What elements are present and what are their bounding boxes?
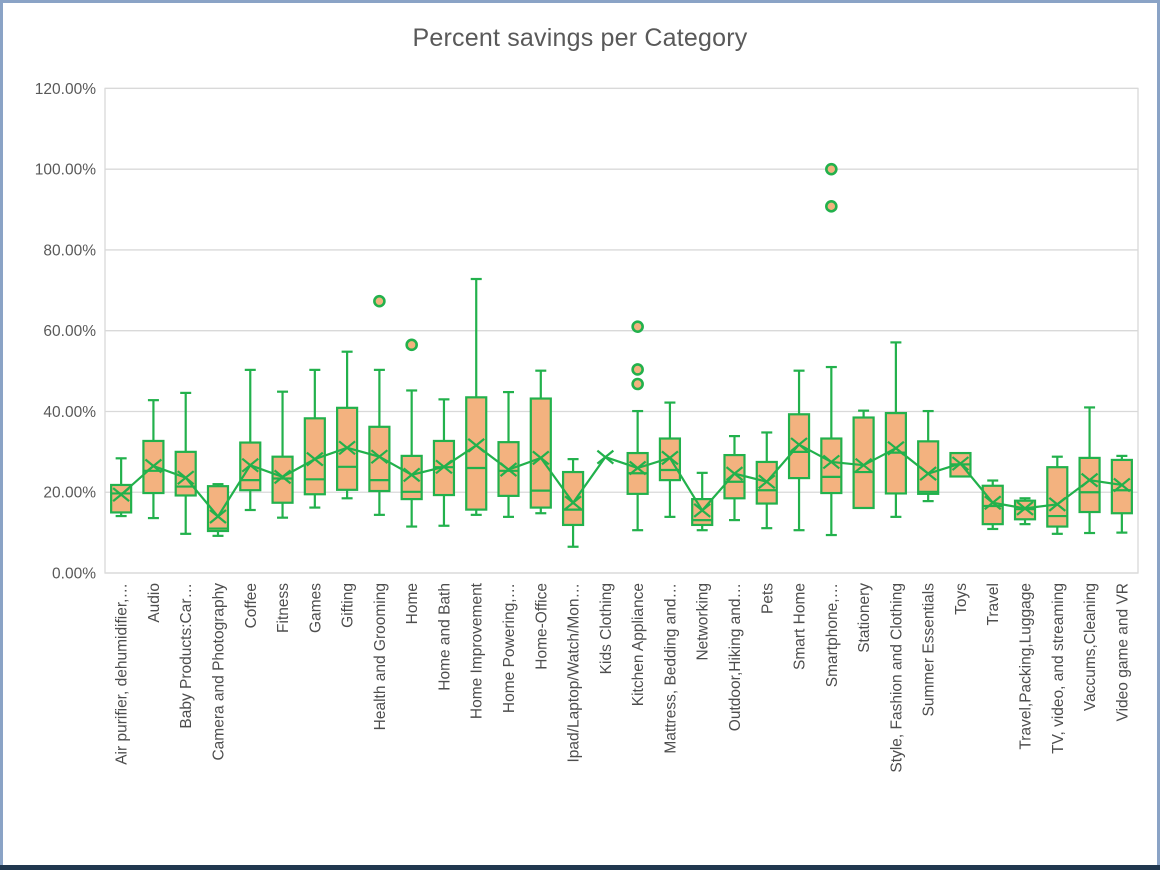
box	[271, 455, 294, 504]
x-axis-label: Outdoor,Hiking and…	[727, 583, 744, 731]
x-axis-label: Summer Essentials	[921, 583, 938, 717]
mean-x-marker	[1113, 477, 1131, 493]
box	[852, 416, 875, 510]
box	[400, 454, 423, 501]
x-axis-label: Toys	[953, 583, 970, 615]
box	[917, 440, 940, 495]
outlier-point	[373, 294, 386, 308]
x-axis-label: Health and Grooming	[372, 583, 389, 730]
mean-x-marker	[790, 437, 808, 452]
outlier-point	[631, 363, 644, 376]
mean-x-marker	[467, 438, 485, 453]
mean-x-marker	[984, 495, 1002, 511]
x-axis-label: Mattress, Bedding and…	[662, 583, 679, 754]
x-axis-label: Video game and VR	[1114, 583, 1131, 721]
mean-x-marker	[499, 462, 518, 477]
box	[820, 437, 843, 495]
mean-x-marker	[758, 474, 776, 490]
x-axis-label: Kitchen Appliance	[630, 583, 647, 706]
mean-x-marker	[306, 451, 324, 467]
x-axis-label: Coffee	[243, 583, 260, 628]
mean-x-marker	[241, 457, 259, 473]
box	[529, 397, 552, 509]
mean-x-marker	[370, 449, 389, 465]
outlier-point	[825, 162, 838, 176]
x-axis-label: Home Improvement	[469, 582, 486, 719]
mean-x-marker	[144, 458, 163, 474]
x-axis-label: Travel	[985, 583, 1002, 626]
x-axis-label: Games	[307, 583, 324, 633]
mean-x-marker	[951, 456, 970, 471]
mean-x-marker	[919, 466, 937, 482]
window-bottom-edge	[0, 865, 1160, 870]
mean-x-marker	[854, 457, 873, 473]
mean-x-marker	[1048, 496, 1066, 512]
box	[561, 470, 585, 527]
y-axis-tick-label: 100.00%	[35, 162, 96, 179]
mean-x-marker	[693, 503, 711, 518]
x-axis-label: Ipad/Laptop/Watch/Mon…	[566, 583, 583, 763]
x-axis-label: Home Powering,…	[501, 583, 518, 713]
x-axis-label: Vaccums,Cleaning	[1082, 583, 1099, 711]
chart-title: Percent savings per Category	[412, 24, 748, 52]
y-axis-tick-label: 80.00%	[43, 242, 96, 259]
mean-x-marker	[596, 449, 615, 465]
outlier-point	[631, 320, 644, 333]
x-axis-label: Audio	[146, 583, 163, 623]
x-axis-label: Home-Office	[533, 583, 550, 670]
mean-x-marker	[338, 440, 356, 456]
mean-x-marker	[402, 467, 421, 483]
x-axis-label: Smartphone,…	[824, 583, 841, 687]
mean-x-marker	[273, 469, 292, 485]
mean-x-marker	[177, 470, 195, 486]
box	[1046, 466, 1069, 528]
mean-x-marker	[661, 450, 679, 466]
box	[1110, 458, 1133, 515]
mean-x-marker	[435, 459, 453, 475]
y-axis-tick-label: 120.00%	[35, 81, 96, 98]
x-axis-label: Fitness	[275, 583, 292, 633]
mean-x-marker	[564, 495, 582, 511]
box	[1078, 456, 1101, 514]
box	[723, 453, 746, 500]
mean-x-marker	[1016, 501, 1034, 516]
mean-x-marker	[887, 440, 905, 456]
mean-x-marker	[532, 450, 550, 466]
x-axis-label: Kids Clothing	[598, 583, 615, 674]
x-axis-label: Style, Fashion and Clothing	[888, 583, 905, 773]
mean-x-marker	[628, 460, 647, 476]
x-axis-label: Pets	[759, 583, 776, 614]
x-axis-label: Travel,Packing,Luggage	[1018, 583, 1035, 750]
y-axis-tick-label: 40.00%	[43, 404, 96, 421]
mean-x-marker	[1080, 472, 1099, 488]
mean-x-marker	[209, 509, 227, 524]
x-axis-label: Baby Products:Car…	[178, 583, 195, 729]
plot-area-border	[104, 87, 1139, 574]
mean-x-marker	[822, 454, 841, 470]
x-axis-label: Air purifier, dehumidifier,…	[114, 583, 131, 765]
outlier-point	[825, 200, 838, 213]
outlier-point	[405, 338, 418, 352]
box	[465, 396, 488, 511]
x-axis-label: Gifting	[340, 583, 357, 628]
box	[174, 450, 197, 497]
x-axis-label: Stationery	[856, 583, 873, 653]
mean-x-marker	[112, 487, 130, 503]
x-axis-label: Camera and Photography	[210, 583, 227, 761]
x-axis-label: TV, video, and streaming	[1050, 583, 1067, 754]
y-axis-tick-label: 0.00%	[52, 566, 96, 583]
y-axis-tick-label: 20.00%	[43, 485, 96, 502]
x-axis-label: Home	[404, 583, 421, 624]
x-axis-label: Home and Bath	[436, 583, 453, 691]
x-axis-label: Networking	[695, 583, 712, 661]
outlier-point	[631, 377, 644, 391]
mean-series-line	[120, 443, 1123, 519]
mean-x-marker	[725, 466, 744, 482]
y-axis-tick-label: 60.00%	[43, 323, 96, 340]
x-axis-label: Smart Home	[792, 583, 809, 670]
box	[368, 425, 391, 493]
